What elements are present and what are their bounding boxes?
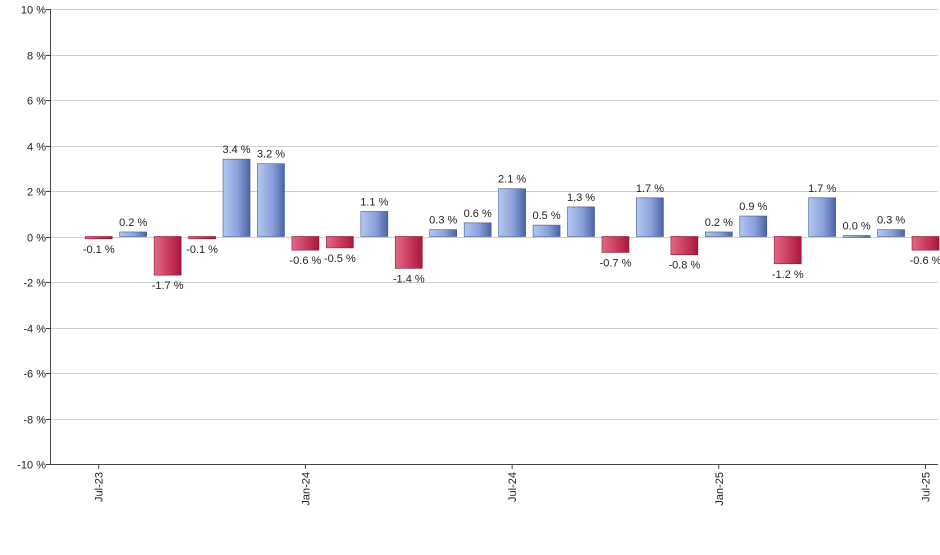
bar <box>429 229 458 237</box>
x-tick-label: Jul-24 <box>507 472 519 502</box>
data-label: -0.6 % <box>290 255 322 267</box>
data-label: -0.1 % <box>83 244 115 256</box>
x-tick-label: Jul-25 <box>921 472 933 502</box>
bar <box>911 236 940 251</box>
data-label: -0.7 % <box>600 257 632 269</box>
data-label: 0.3 % <box>877 215 905 227</box>
data-label: 2.1 % <box>498 174 526 186</box>
bar <box>153 236 182 276</box>
bar <box>84 236 113 240</box>
bar <box>842 235 871 238</box>
bar <box>808 197 836 237</box>
bar <box>257 163 285 237</box>
data-label: 0.5 % <box>533 210 561 222</box>
data-label: 1.1 % <box>360 196 388 208</box>
bar <box>326 236 354 249</box>
bar <box>532 224 561 237</box>
axis-layer: 10 % 8 % 6 % 4 % 2 % 0 % -2 % -4 % -6 % -8 % -10 %… <box>17 5 938 506</box>
data-label: 0.6 % <box>464 208 492 220</box>
data-label: 0.2 % <box>705 217 733 229</box>
y-tick-label: -2 % <box>23 278 46 290</box>
data-label: 0.9 % <box>739 201 767 213</box>
data-label: -1.2 % <box>772 269 804 281</box>
bars-layer <box>84 158 940 276</box>
data-label: 0.2 % <box>119 217 147 229</box>
data-label: -0.1 % <box>186 244 218 256</box>
bar <box>670 236 699 256</box>
y-tick-label: 10 % <box>21 5 46 17</box>
y-tick-label: 6 % <box>27 96 46 108</box>
data-label: -1.4 % <box>393 273 425 285</box>
data-label: 3.4 % <box>222 144 250 156</box>
y-tick-label: 2 % <box>27 187 46 199</box>
bar <box>773 236 802 265</box>
x-tick-label: Jan-24 <box>300 472 312 506</box>
x-tick-label: Jan-25 <box>714 472 726 506</box>
value-labels-layer: -0.1 %0.2 %-1.7 %-0.1 %3.4 % 3.2 %-0.6 % -… <box>83 144 940 292</box>
data-label: 0.3 % <box>429 215 457 227</box>
y-tick-label: -4 % <box>23 324 46 336</box>
data-label: 0.0 % <box>843 221 871 233</box>
bar <box>188 236 216 240</box>
data-label: 1.3 % <box>567 192 595 204</box>
bar <box>498 188 526 237</box>
y-tick-label: -10 % <box>17 460 46 472</box>
bar <box>705 231 733 237</box>
data-label: 3.2 % <box>257 149 285 161</box>
data-label: 1.7 % <box>808 183 836 195</box>
bar <box>360 211 389 237</box>
x-tick-label: Jul-23 <box>94 472 106 502</box>
y-tick-label: 0 % <box>27 233 46 245</box>
bar <box>567 206 595 237</box>
y-tick-label: -8 % <box>23 415 46 427</box>
y-tick-label: -6 % <box>23 369 46 381</box>
data-label: -1.7 % <box>152 280 184 292</box>
bar <box>291 236 320 251</box>
grid-layer <box>50 9 938 465</box>
y-tick-label: 8 % <box>27 51 46 63</box>
data-label: -0.8 % <box>668 260 700 272</box>
bar <box>601 236 630 253</box>
bar <box>877 229 905 237</box>
bar <box>222 158 251 237</box>
data-label: 1.7 % <box>636 183 664 195</box>
data-label: -0.6 % <box>910 255 940 267</box>
bar <box>463 222 492 237</box>
data-label: -0.5 % <box>324 253 356 265</box>
y-tick-label: 4 % <box>27 142 46 154</box>
bar <box>394 236 423 269</box>
bar <box>119 231 147 237</box>
bar <box>739 215 768 237</box>
bar <box>636 197 664 237</box>
